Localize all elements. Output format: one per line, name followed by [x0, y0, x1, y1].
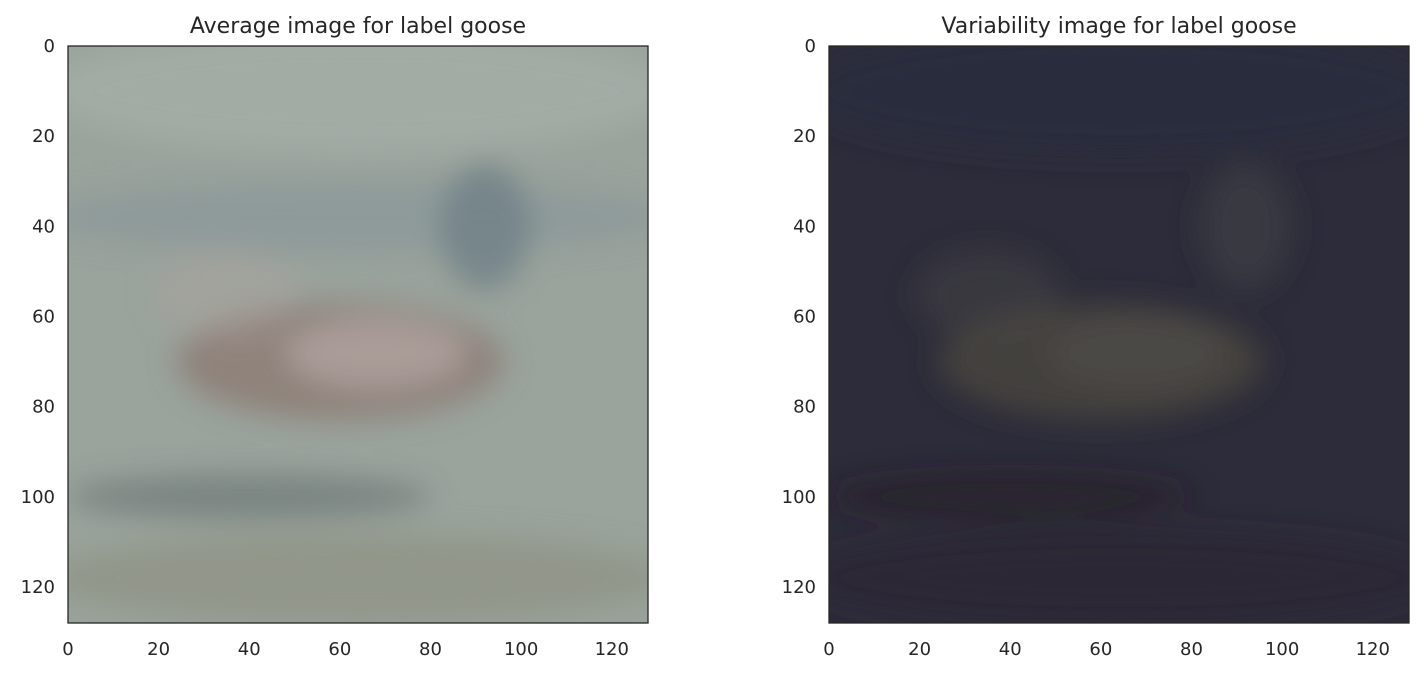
goose-neck: [439, 163, 531, 290]
x-tick-label: 0: [62, 639, 73, 660]
x-tick-label: 120: [595, 639, 629, 660]
x-tick-label: 60: [328, 639, 351, 660]
y-tick-label: 60: [32, 306, 55, 327]
y-tick-label: 0: [44, 36, 55, 57]
y-tick-label: 0: [805, 36, 816, 57]
bottom-region: [829, 532, 1409, 623]
x-tick-label: 80: [1180, 639, 1203, 660]
sky-region: [829, 46, 1409, 155]
x-tick-label: 20: [908, 639, 931, 660]
x-tick-label: 20: [147, 639, 170, 660]
average-image-panel: 0 20 40 60 80 100 120 0 20 40 60 80 100 120 Average im…: [21, 14, 649, 660]
shadow-band: [829, 474, 1192, 520]
x-tick-label: 100: [504, 639, 538, 660]
y-tick-label: 20: [793, 126, 816, 147]
goose-wing: [915, 248, 1061, 340]
y-tick-label: 100: [782, 487, 816, 508]
y-tick-label: 120: [21, 577, 55, 598]
chart-title: Average image for label goose: [190, 14, 526, 39]
image-area: [829, 46, 1409, 623]
x-tick-label: 60: [1089, 639, 1112, 660]
axes-frame: [67, 45, 649, 624]
y-tick-label: 40: [32, 216, 55, 237]
variability-image-panel: 0 20 40 60 80 100 120 0 20 40 60 80 100 120 Variabilit…: [782, 14, 1410, 660]
shadow-band: [68, 474, 431, 520]
y-tick-label: 120: [782, 577, 816, 598]
goose-neck: [1200, 163, 1292, 290]
x-tick-label: 80: [419, 639, 442, 660]
y-tick-label: 80: [793, 397, 816, 418]
goose-highlight: [1046, 316, 1228, 389]
water-band: [68, 181, 648, 254]
x-tick-label: 40: [238, 639, 261, 660]
y-tick-label: 60: [793, 306, 816, 327]
x-tick-label: 40: [999, 639, 1022, 660]
x-tick-label: 120: [1356, 639, 1390, 660]
chart-title: Variability image for label goose: [941, 14, 1296, 39]
goose-highlight: [285, 316, 467, 389]
y-tick-label: 100: [21, 487, 55, 508]
axes-frame: [828, 45, 1410, 624]
sky-region: [68, 46, 648, 155]
goose-wing: [154, 248, 300, 340]
y-tick-label: 80: [32, 397, 55, 418]
y-tick-label: 40: [793, 216, 816, 237]
image-area: [68, 46, 648, 623]
x-tick-label: 100: [1265, 639, 1299, 660]
y-tick-label: 20: [32, 126, 55, 147]
bottom-region: [68, 532, 648, 623]
x-tick-label: 0: [823, 639, 834, 660]
